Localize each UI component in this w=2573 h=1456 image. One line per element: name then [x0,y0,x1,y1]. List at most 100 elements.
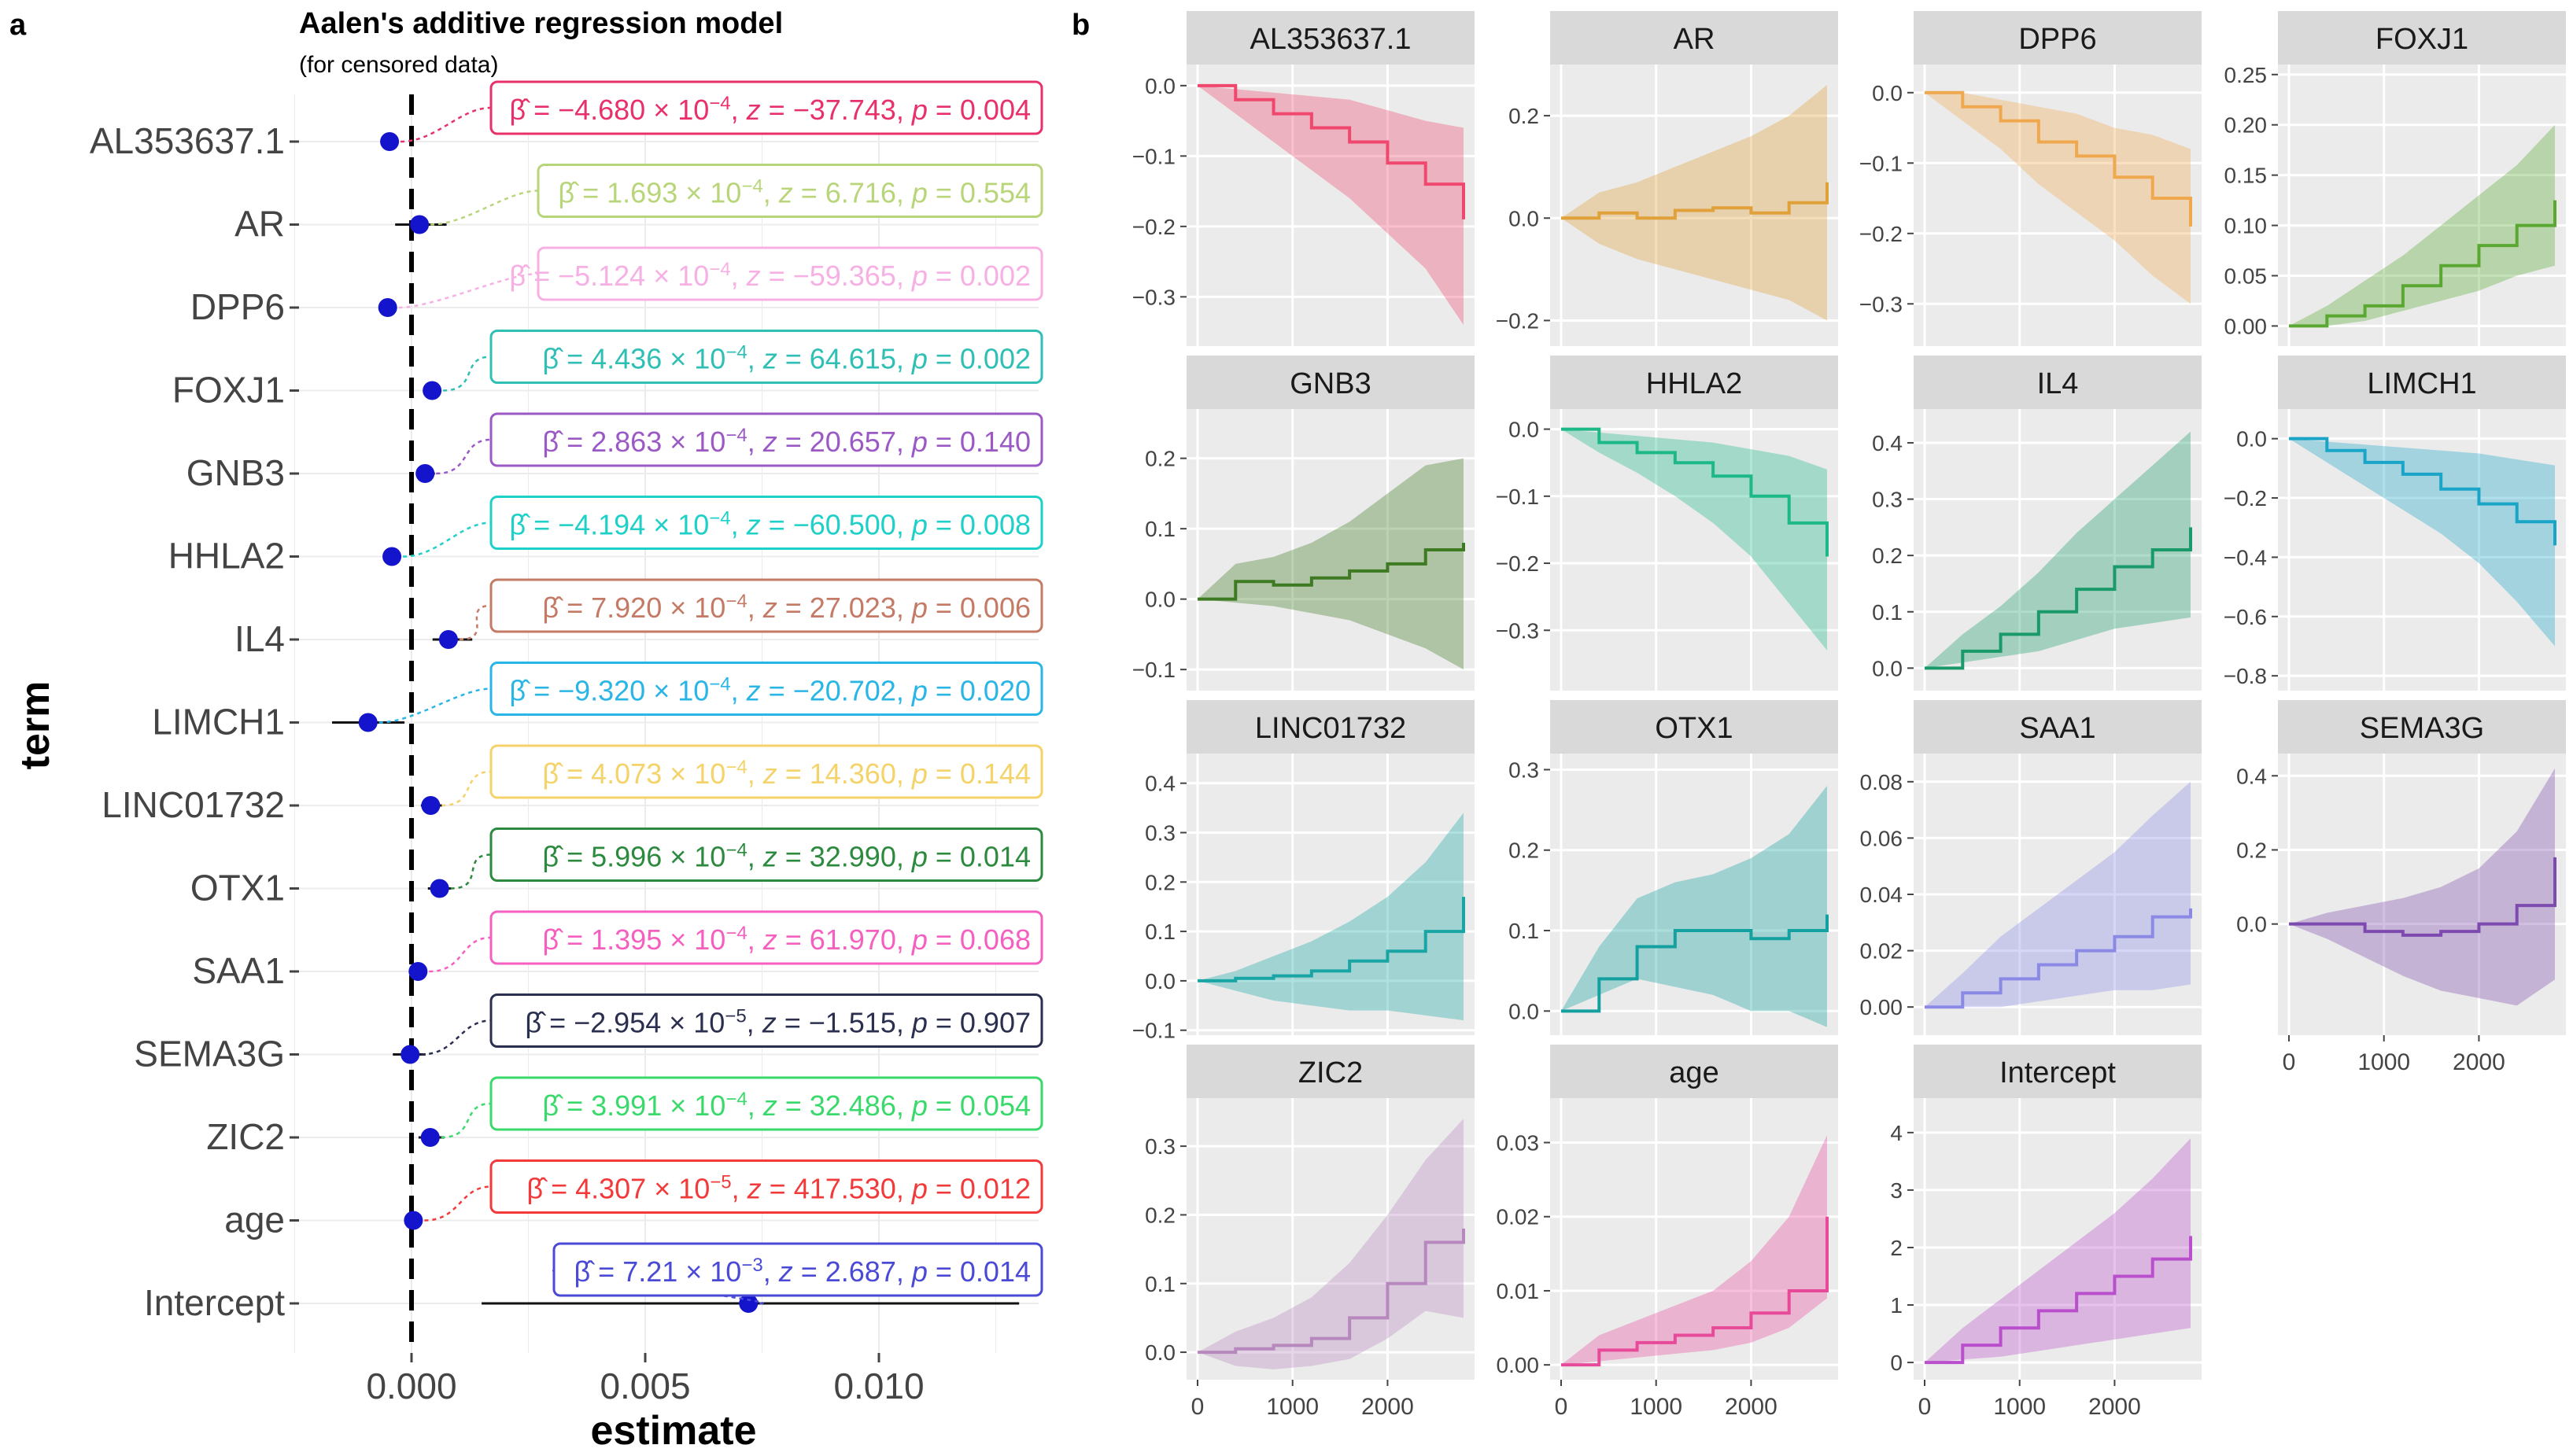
annotation-label: β̂ = 5.996 × 10−4, z = 32.990, p = 0.014 [542,839,1031,873]
annotation-part: z [746,94,761,126]
annotation-part: = 0.014 [928,841,1031,873]
cumulative-coefficient-line [2289,200,2556,328]
annotation-part: = 0.554 [928,177,1031,209]
annotation-part: , [763,177,779,209]
y-tick-label: 0.3 [1508,757,1539,782]
y-tick-label: −0.3 [1859,292,1903,316]
y-tick-label: 0.2 [1508,104,1539,128]
annotation-part: −4 [709,259,730,280]
estimate-point [380,132,400,151]
annotation-label: β̂ = −5.124 × 10−4, z = −59.365, p = 0.0… [509,259,1031,293]
term-label: ZIC2 [206,1116,285,1157]
facet-strip [2278,11,2566,65]
annotation-part: β̂ = 1.693 × 10 [558,177,741,209]
y-tick-label: 0.4 [1145,772,1176,796]
term-label: IL4 [234,618,285,659]
annotation-part: = 0.006 [928,592,1031,624]
y-tick-label: 0.10 [2224,214,2268,238]
x-tick-label: 0 [1191,1394,1205,1420]
cumulative-coefficient-line [1561,427,1829,557]
annotation-part: p [911,1173,928,1205]
y-tick-label: 0.04 [1860,883,1903,907]
confidence-band [1925,1138,2191,1363]
panel-a-xlabel: estimate [591,1408,757,1454]
facet-title: AR [1674,23,1715,56]
x-tick-label: 2000 [1725,1394,1777,1420]
y-tick-label: 0.00 [2224,314,2268,338]
annotation-part: −4 [709,507,730,529]
annotation-part: β̂ = 7.920 × 10 [542,592,725,624]
y-tick-label: −0.8 [2224,664,2267,688]
annotation-box [489,828,1043,882]
annotation-part: p [911,841,928,873]
confidence-band [1561,85,1827,321]
annotation-part: , [748,923,763,956]
annotation-part: p [911,260,928,292]
annotation-part: −4 [725,1089,747,1110]
estimate-point [404,1211,423,1230]
y-tick-label: 0.2 [1508,839,1539,863]
facet-strip [1187,700,1475,754]
annotation-part: = 0.140 [928,426,1031,458]
confidence-band [1198,1119,1464,1369]
annotation-part: z [778,1255,793,1288]
y-tick-label: 0.4 [2236,764,2267,788]
facet-title: HHLA2 [1646,367,1743,400]
cumulative-coefficient-line [2289,857,2556,937]
annotation-part: −4 [741,175,762,197]
y-tick-label: −0.6 [2224,605,2267,629]
estimate-point [423,381,442,400]
label-connector [550,1268,764,1305]
y-tick-label: 0.0 [1145,588,1176,612]
x-tick-label: 2000 [2453,1049,2505,1075]
term-label: LINC01732 [102,784,285,825]
annotation-part: −4 [725,923,747,944]
annotation-part: p [911,343,928,375]
annotation-box [489,80,1043,135]
annotation-part: β̂ = 4.436 × 10 [542,343,725,375]
annotation-part: β̂ = −9.320 × 10 [509,675,709,707]
annotation-part: β̂ = −2.954 × 10 [525,1007,725,1039]
y-tick-label: 0.25 [2224,63,2268,87]
annotation-box [489,1159,1043,1214]
annotation-part: z [762,923,777,956]
estimate-point [739,1294,759,1313]
panel-a-ylabel: term [13,681,58,770]
y-tick-label: 0.1 [1508,919,1539,943]
y-tick-label: −0.4 [2224,545,2267,569]
term-label: AL353637.1 [90,120,285,161]
cumulative-coefficient-line [1198,897,1465,982]
facet-background [2278,65,2566,346]
confidence-band [2289,124,2555,326]
y-tick-label: 0.15 [2224,164,2268,188]
estimate-point [378,298,397,317]
annotation-label: β̂ = −2.954 × 10−5, z = −1.515, p = 0.90… [525,1005,1031,1039]
label-connector [421,1019,492,1056]
annotation-part: = 0.907 [928,1007,1031,1039]
annotation-label: β̂ = 1.395 × 10−4, z = 61.970, p = 0.068 [542,923,1031,957]
annotation-part: , [747,1007,762,1039]
facet-title: SEMA3G [2360,712,2484,745]
term-label: SAA1 [192,950,285,991]
x-tick-label: 1000 [1630,1394,1682,1420]
y-tick-label: 0.2 [2236,838,2267,862]
confidence-band [1561,429,1827,651]
cumulative-coefficient-line [1561,914,1829,1013]
x-tick-label: 2000 [1361,1394,1414,1420]
annotation-part: p [911,509,928,541]
y-tick-label: 0.4 [1872,431,1903,455]
annotation-part: = 0.144 [928,757,1031,790]
confidence-band [1925,431,2191,669]
x-tick-label: 2000 [2088,1394,2141,1420]
label-connector [430,190,539,226]
annotation-part: p [911,94,928,126]
confidence-band [2289,768,2555,1006]
annotation-part: β̂ = −4.680 × 10 [509,94,709,126]
confidence-band [1198,813,1464,1021]
y-tick-label: 0.3 [1145,1134,1176,1159]
annotation-part: p [911,923,928,956]
y-tick-label: −0.1 [1132,144,1176,168]
annotation-label: β̂ = 7.920 × 10−4, z = 27.023, p = 0.006 [542,591,1031,625]
confidence-band [1198,85,1464,326]
y-tick-label: 0.2 [1145,870,1176,894]
